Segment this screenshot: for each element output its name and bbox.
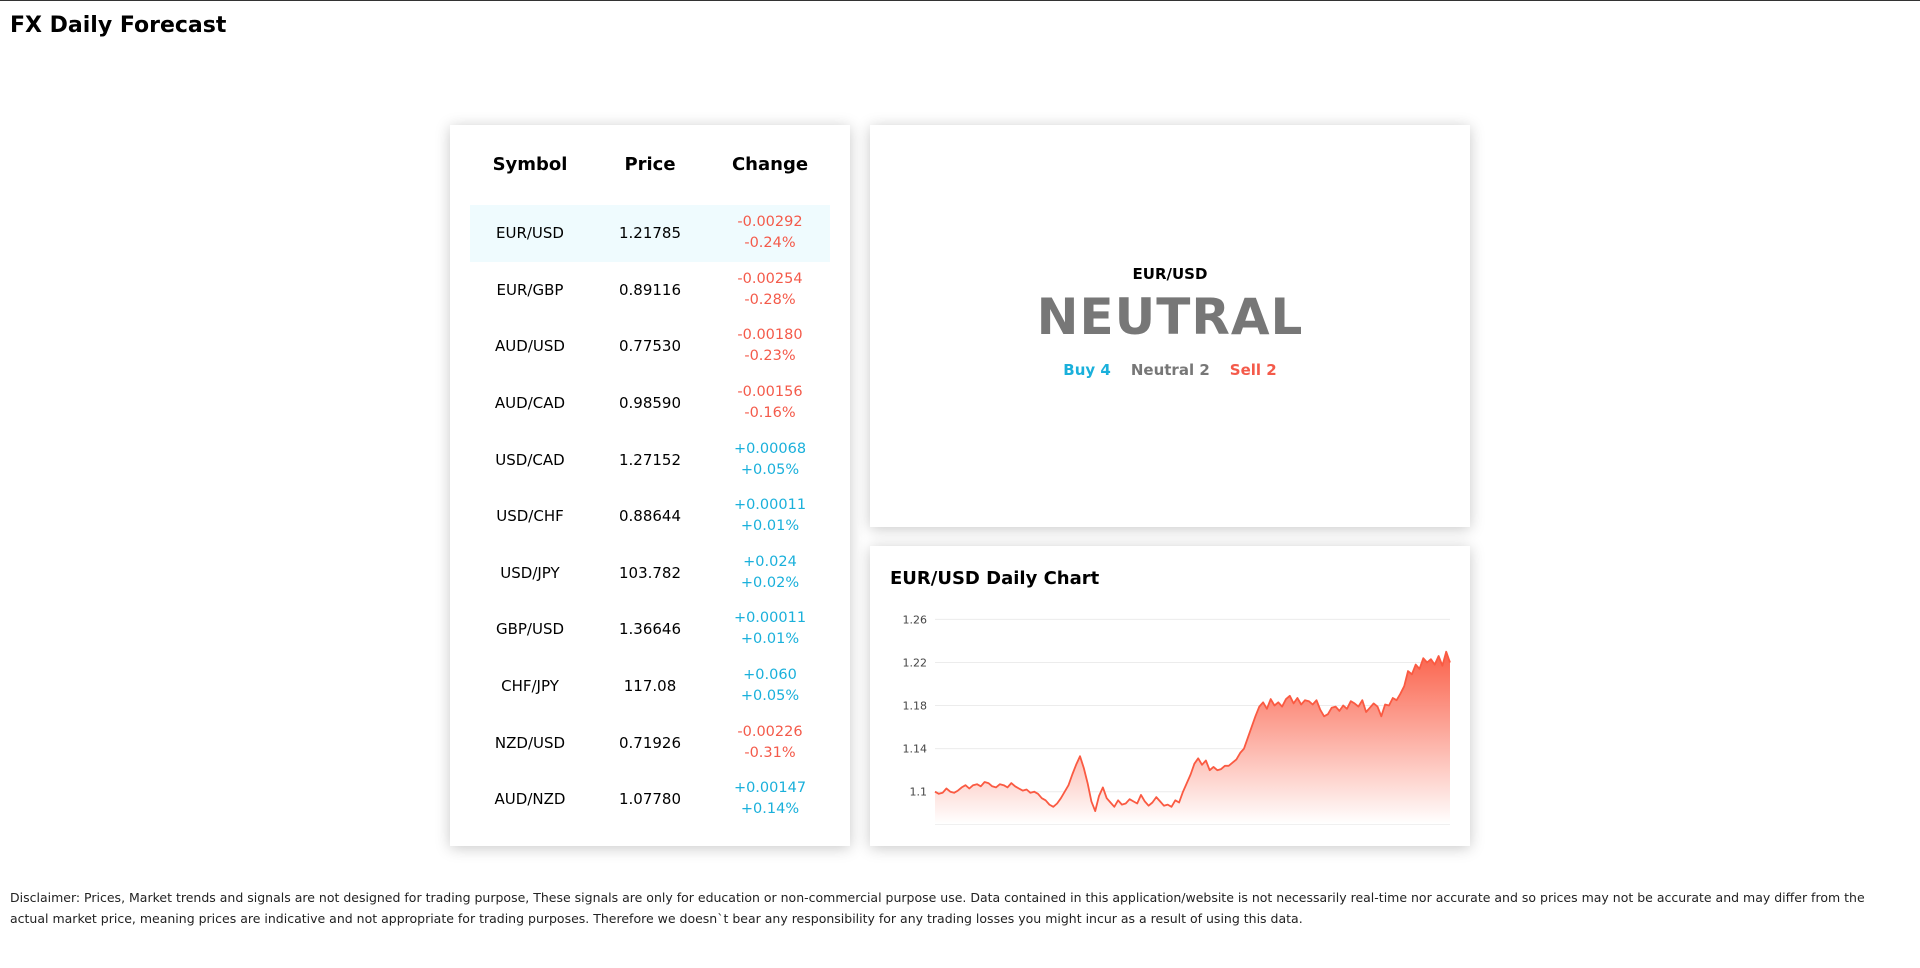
table-row[interactable]: USD/JPY 103.782 +0.024 +0.02% (470, 545, 830, 602)
change-value: +0.00011 (733, 497, 807, 514)
change-value: +0.024 (743, 553, 797, 570)
change-cell: -0.00180 -0.23% (710, 325, 830, 367)
page-title: FX Daily Forecast (10, 13, 227, 38)
change-cell: +0.060 +0.05% (710, 665, 830, 707)
table-header: Symbol Price Change (470, 147, 830, 181)
price-cell: 103.782 (618, 563, 682, 582)
y-tick-label: 1.1 (910, 786, 928, 799)
symbol-cell: USD/CAD (495, 450, 565, 469)
table-row[interactable]: AUD/NZD 1.07780 +0.00147 +0.14% (470, 771, 830, 828)
change-cell: -0.00156 -0.16% (710, 382, 830, 424)
change-percent: +0.01% (740, 518, 800, 535)
table-row[interactable]: USD/CAD 1.27152 +0.00068 +0.05% (470, 431, 830, 488)
symbol-cell: NZD/USD (494, 733, 566, 752)
change-percent: +0.05% (740, 688, 800, 705)
change-value: -0.00156 (737, 384, 803, 401)
symbol-cell: USD/CHF (496, 507, 564, 526)
daily-chart[interactable]: 1.1 1.14 1.18 1.22 1.26 (870, 546, 1470, 846)
table-row[interactable]: NZD/USD 0.71926 -0.00226 -0.31% (470, 714, 830, 771)
y-tick-label: 1.26 (903, 613, 928, 626)
change-value: +0.060 (743, 667, 797, 684)
change-percent: +0.01% (740, 631, 800, 648)
chart-title: EUR/USD Daily Chart (890, 568, 1100, 589)
symbol-cell: AUD/USD (495, 337, 565, 356)
y-tick-label: 1.18 (903, 700, 928, 713)
chart-card: 1.1 1.14 1.18 1.22 1.26 EUR/USD Daily Chart (870, 546, 1470, 846)
change-percent: +0.02% (740, 574, 800, 591)
change-cell: +0.024 +0.02% (710, 552, 830, 594)
change-cell: +0.00011 +0.01% (710, 608, 830, 650)
table-row[interactable]: GBP/USD 1.36646 +0.00011 +0.01% (470, 601, 830, 658)
sell-count: Sell 2 (1229, 361, 1277, 379)
change-cell: -0.00226 -0.31% (710, 722, 830, 764)
change-percent: -0.16% (744, 405, 796, 422)
symbol-cell: EUR/GBP (496, 280, 564, 299)
symbol-cell: USD/JPY (500, 563, 560, 582)
change-percent: -0.28% (744, 291, 796, 308)
table-row[interactable]: AUD/USD 0.77530 -0.00180 -0.23% (470, 318, 830, 375)
price-cell: 1.36646 (618, 620, 682, 639)
table-row[interactable]: AUD/CAD 0.98590 -0.00156 -0.16% (470, 375, 830, 432)
change-value: -0.00254 (737, 270, 803, 287)
table-row[interactable]: USD/CHF 0.88644 +0.00011 +0.01% (470, 488, 830, 545)
table-body: EUR/USD 1.21785 -0.00292 -0.24% EUR/GBP 0.891… (470, 205, 830, 828)
change-value: +0.00068 (733, 440, 807, 457)
price-cell: 0.98590 (618, 394, 682, 413)
change-percent: +0.05% (740, 461, 800, 478)
change-percent: +0.14% (740, 801, 800, 818)
symbol-cell: CHF/JPY (501, 677, 559, 696)
price-cell: 0.71926 (618, 733, 682, 752)
signal-symbol: EUR/USD (1132, 265, 1208, 283)
table-row[interactable]: EUR/GBP 0.89116 -0.00254 -0.28% (470, 262, 830, 319)
signal-card: EUR/USD NEUTRAL Buy 4 Neutral 2 Sell 2 (870, 125, 1470, 527)
neutral-count: Neutral 2 (1130, 361, 1210, 379)
change-column-header: Change (731, 153, 809, 175)
table-row[interactable]: CHF/JPY 117.08 +0.060 +0.05% (470, 658, 830, 715)
price-cell: 0.77530 (618, 337, 682, 356)
y-tick-label: 1.14 (903, 743, 928, 756)
symbol-cell: AUD/NZD (494, 790, 566, 809)
change-cell: -0.00254 -0.28% (710, 269, 830, 311)
change-value: +0.00147 (733, 780, 807, 797)
quotes-table-card: Symbol Price Change EUR/USD 1.21785 -0.002… (450, 125, 850, 846)
series-area (935, 651, 1450, 824)
symbol-column-header: Symbol (492, 153, 568, 175)
signal-counts: Buy 4 Neutral 2 Sell 2 (870, 361, 1470, 379)
change-cell: -0.00292 -0.24% (710, 212, 830, 254)
y-tick-label: 1.22 (903, 656, 928, 669)
symbol-cell: AUD/CAD (494, 394, 566, 413)
change-value: -0.00180 (737, 327, 803, 344)
price-cell: 1.21785 (618, 224, 682, 243)
series-line (934, 650, 1451, 812)
price-cell: 1.07780 (618, 790, 682, 809)
change-cell: +0.00147 +0.14% (710, 778, 830, 820)
change-percent: -0.24% (744, 235, 796, 252)
symbol-cell: GBP/USD (495, 620, 565, 639)
price-column-header: Price (624, 153, 676, 175)
change-value: -0.00226 (737, 723, 803, 740)
change-cell: +0.00011 +0.01% (710, 495, 830, 537)
price-cell: 0.89116 (618, 280, 682, 299)
price-cell: 0.88644 (618, 507, 682, 526)
price-cell: 1.27152 (618, 450, 682, 469)
change-value: -0.00292 (737, 214, 803, 231)
change-percent: -0.23% (744, 348, 796, 365)
disclaimer-text: Disclaimer: Prices, Market trends and si… (10, 890, 1865, 926)
signal-summary: NEUTRAL (1036, 288, 1304, 346)
change-value: +0.00011 (733, 610, 807, 627)
change-cell: +0.00068 +0.05% (710, 439, 830, 481)
change-percent: -0.31% (744, 744, 796, 761)
buy-count: Buy 4 (1063, 361, 1111, 379)
symbol-cell: EUR/USD (496, 224, 564, 243)
table-row[interactable]: EUR/USD 1.21785 -0.00292 -0.24% (470, 205, 830, 262)
price-cell: 117.08 (623, 677, 677, 696)
